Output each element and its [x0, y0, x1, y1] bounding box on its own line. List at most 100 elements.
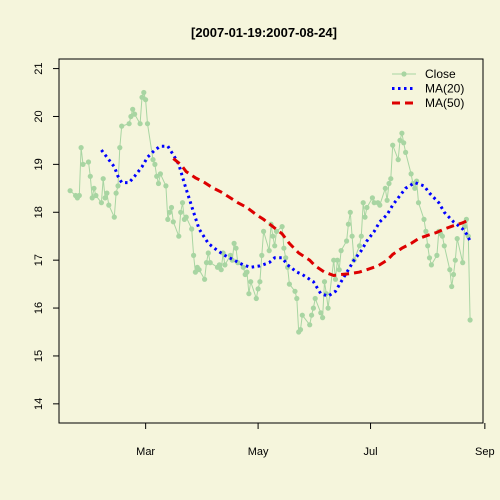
- data-point: [113, 190, 119, 196]
- data-point: [154, 173, 160, 179]
- data-point: [401, 140, 407, 146]
- data-point: [447, 267, 453, 273]
- x-tick-label: Sep: [475, 446, 495, 458]
- data-point: [347, 209, 353, 215]
- data-point: [196, 267, 202, 273]
- data-point: [312, 295, 318, 302]
- data-point: [292, 288, 298, 294]
- data-point: [259, 252, 265, 258]
- plot-frame: [58, 58, 484, 424]
- data-point: [369, 195, 375, 201]
- data-point: [183, 214, 189, 220]
- data-point: [286, 281, 292, 287]
- data-point: [358, 233, 364, 239]
- data-point: [150, 157, 156, 163]
- data-point: [157, 171, 163, 177]
- data-point: [320, 315, 326, 321]
- y-axis: 14 15 16 17 18 19 20 21: [33, 62, 59, 410]
- data-point: [397, 137, 403, 143]
- data-point: [141, 89, 147, 96]
- data-point: [93, 192, 99, 199]
- data-point: [152, 161, 158, 167]
- data-point: [255, 286, 261, 292]
- data-point: [176, 233, 182, 239]
- data-point: [106, 202, 112, 208]
- data-point: [336, 267, 342, 273]
- data-point: [349, 233, 355, 239]
- y-tick-label: 14: [33, 398, 45, 410]
- x-axis: Mar May Jul Sep: [136, 423, 495, 458]
- data-point: [371, 200, 377, 206]
- data-point: [356, 243, 363, 249]
- data-point: [454, 236, 460, 242]
- y-tick-label: 17: [33, 254, 45, 266]
- data-point: [170, 219, 176, 225]
- data-point: [218, 267, 224, 273]
- data-point: [310, 305, 316, 311]
- data-point: [460, 260, 466, 266]
- data-point: [67, 188, 73, 194]
- y-tick-label: 18: [33, 206, 45, 218]
- data-point: [130, 106, 136, 112]
- data-point: [261, 228, 267, 234]
- data-point: [318, 310, 324, 316]
- data-point: [248, 279, 254, 285]
- data-point: [119, 123, 125, 129]
- data-point: [91, 185, 97, 191]
- y-tick-label: 19: [33, 158, 45, 170]
- data-point: [78, 145, 84, 151]
- data-point: [384, 197, 390, 203]
- series-line-ma-20: [100, 144, 472, 298]
- y-tick-label: 15: [33, 350, 45, 362]
- data-point: [167, 209, 173, 215]
- data-point: [297, 327, 304, 333]
- data-point: [467, 317, 473, 323]
- data-point: [270, 233, 276, 239]
- data-point: [388, 176, 394, 182]
- data-point: [377, 202, 383, 208]
- data-point: [266, 248, 272, 254]
- data-point: [399, 130, 405, 136]
- data-point: [382, 185, 388, 191]
- data-point: [128, 113, 134, 120]
- data-point: [412, 185, 418, 191]
- data-point: [111, 214, 117, 220]
- data-point: [246, 291, 252, 297]
- data-point: [168, 204, 175, 211]
- data-point: [126, 121, 132, 127]
- data-point: [344, 238, 350, 244]
- data-point: [100, 176, 106, 182]
- data-point: [80, 161, 86, 167]
- data-point: [244, 269, 250, 275]
- data-point: [395, 157, 401, 163]
- data-point: [227, 252, 233, 258]
- data-point: [390, 142, 396, 148]
- data-point: [144, 121, 151, 127]
- data-point: [299, 312, 305, 318]
- data-point: [449, 283, 455, 290]
- legend-label-ma-20: MA(20): [425, 82, 464, 96]
- data-point: [338, 248, 344, 254]
- data-point: [165, 216, 171, 222]
- data-point: [281, 245, 287, 251]
- data-point: [155, 180, 162, 187]
- data-point: [98, 200, 104, 206]
- data-point: [325, 305, 331, 311]
- data-point: [309, 312, 315, 318]
- data-point: [253, 295, 259, 302]
- data-point: [117, 145, 123, 151]
- series-line-ma-50: [172, 157, 471, 278]
- data-point: [87, 173, 93, 179]
- data-point: [408, 171, 414, 177]
- data-point: [294, 295, 300, 302]
- data-point: [307, 322, 313, 328]
- data-point: [104, 190, 110, 196]
- x-tick-label: Mar: [136, 446, 155, 458]
- x-tick-label: May: [248, 446, 269, 458]
- data-point: [386, 180, 392, 187]
- data-point: [421, 216, 427, 222]
- data-point: [425, 243, 431, 249]
- data-point: [439, 233, 445, 239]
- data-point: [137, 121, 143, 127]
